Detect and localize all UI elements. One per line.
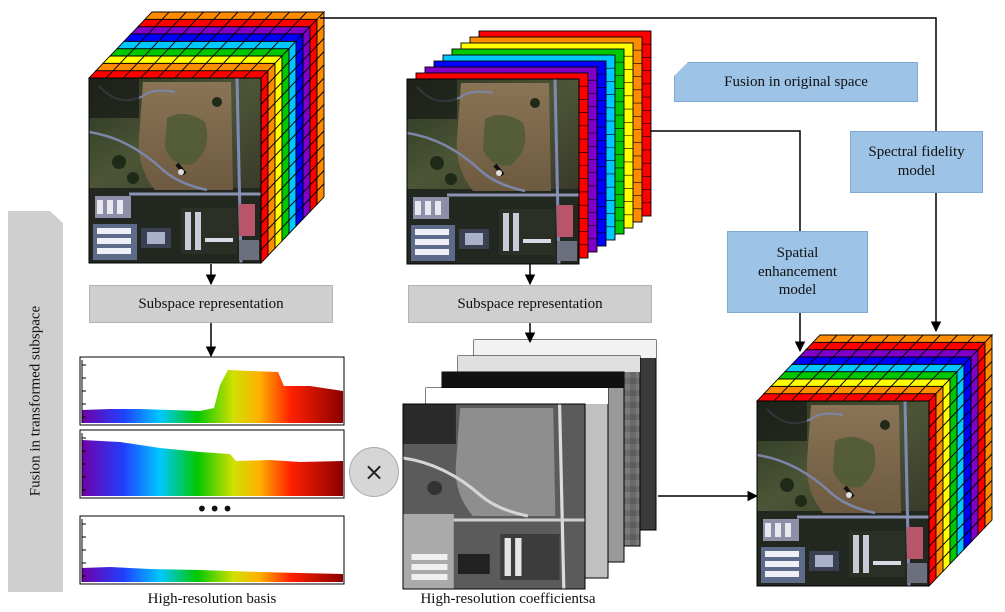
basis-plot-n: [79, 515, 345, 585]
coefficients-caption: High-resolution coefficientsa: [420, 591, 596, 607]
multiply-circle-icon: ×: [349, 447, 399, 497]
subspace-representation-box-left: Subspace representation: [89, 285, 333, 323]
coefficient-stack: [401, 339, 657, 591]
input-cube-side: [260, 10, 325, 265]
transformed-subspace-tab: [8, 211, 63, 592]
output-cube-top: [755, 334, 994, 402]
basis-plot-1: [79, 356, 345, 426]
output-cube: [755, 333, 994, 588]
arrow-spectral-path: [320, 17, 942, 333]
basis-caption: High-resolution basis: [147, 591, 277, 607]
spatial-enhancement-model-label: Spatial enhancement model: [757, 244, 838, 299]
basis-plot-2: [79, 429, 345, 499]
fusion-transformed-label: Fusion in transformed subspace: [27, 305, 44, 497]
input-cube-image: [89, 78, 261, 263]
spatial-enhancement-model-box: Spatial enhancement model: [727, 231, 868, 313]
cube-side-cell: [316, 182, 325, 206]
input-cube: [87, 10, 326, 265]
spectral-fidelity-model-box: Spectral fidelity model: [850, 131, 983, 193]
spectral-fidelity-model-label: Spectral fidelity model: [868, 144, 965, 179]
output-cube-image: [757, 401, 929, 586]
subspace-representation-box-middle: Subspace representation: [408, 285, 652, 323]
fusion-original-space-box: Fusion in original space: [674, 62, 918, 102]
ellipsis: •••: [196, 497, 235, 521]
slice-stack-image: [407, 79, 579, 264]
slice-stack: [407, 30, 652, 264]
output-cube-side: [928, 333, 993, 588]
cube-side-cell: [984, 505, 993, 529]
input-cube-top: [87, 11, 326, 79]
